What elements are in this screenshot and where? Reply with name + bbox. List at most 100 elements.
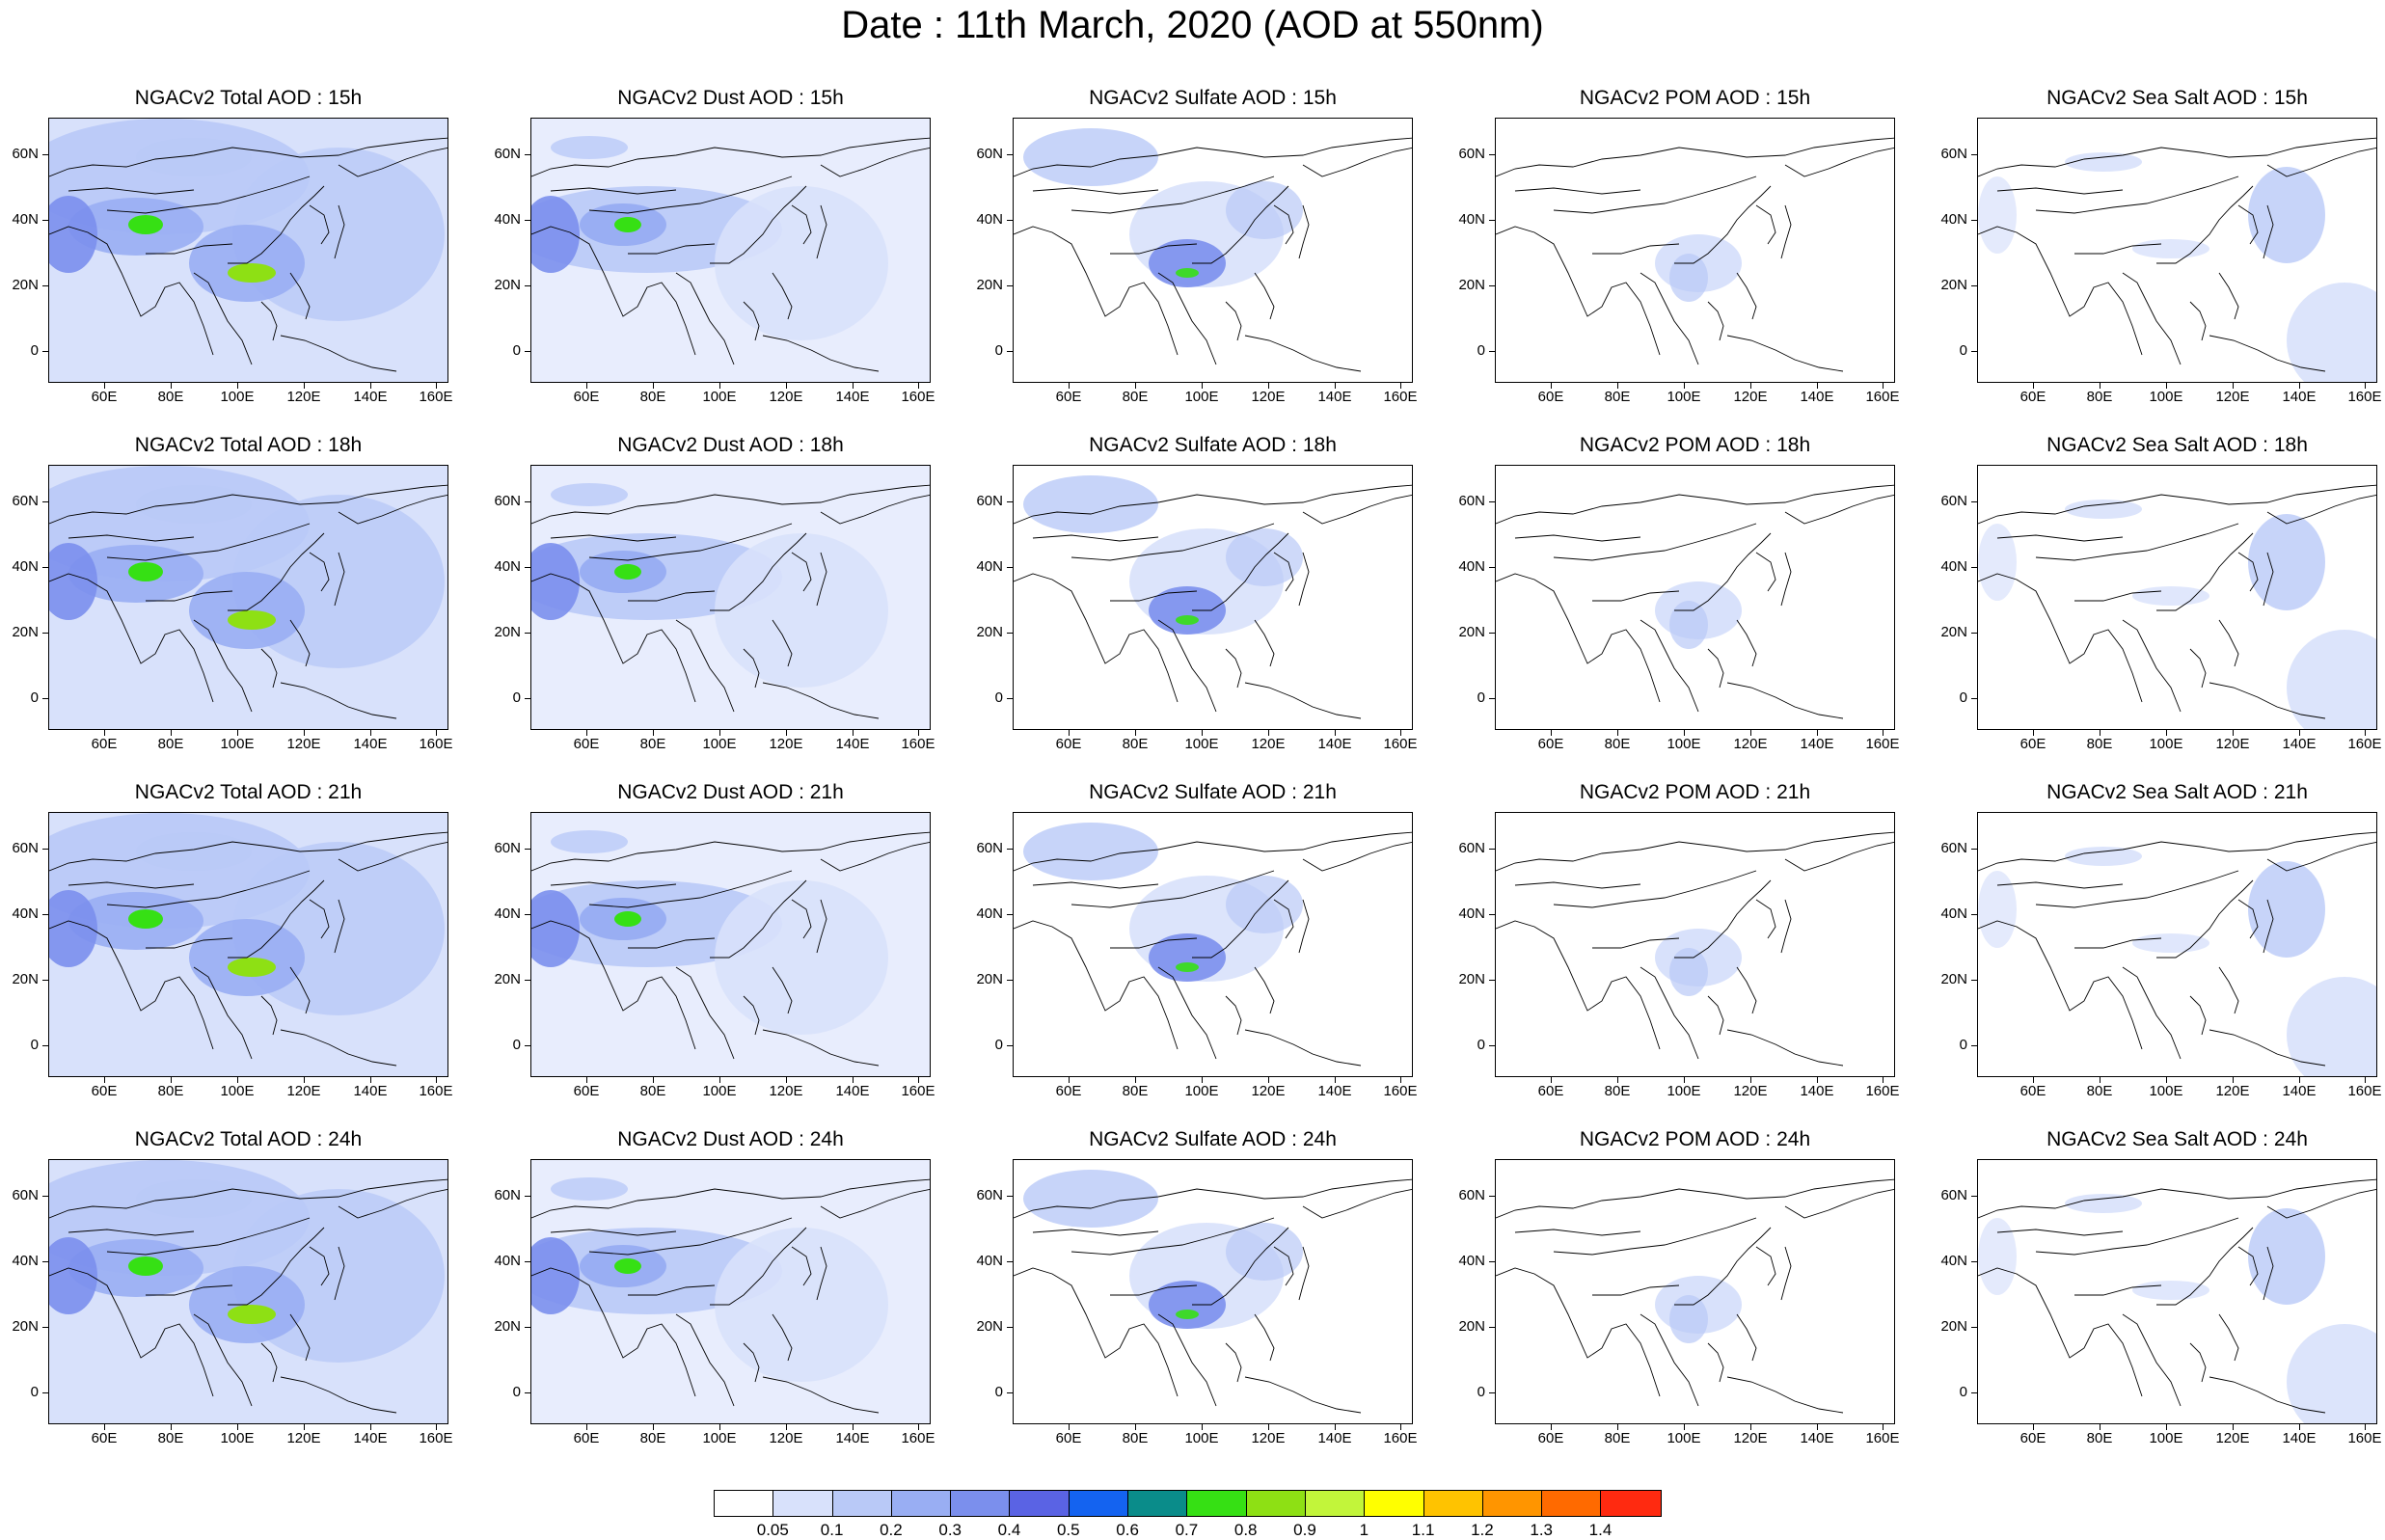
lon-tick <box>2365 1424 2366 1430</box>
lon-tick <box>1817 730 1818 736</box>
lon-tick-label: 160E <box>1383 389 1418 405</box>
lat-tick <box>42 914 48 915</box>
lat-tick-label: 40N <box>976 905 1003 922</box>
colorbar-label: 1.3 <box>1530 1521 1553 1539</box>
figure-title: Date : 11th March, 2020 (AOD at 550nm) <box>841 4 1544 46</box>
panel-title: NGACv2 Total AOD : 24h <box>134 1128 363 1150</box>
lat-tick <box>1007 154 1013 155</box>
lon-tick <box>1135 730 1136 736</box>
lat-tick <box>1007 914 1013 915</box>
colorbar-swatch <box>891 1491 952 1516</box>
lon-tick <box>304 383 305 389</box>
lat-tick-label: 60N <box>976 840 1003 856</box>
lat-tick-label: 40N <box>1458 905 1485 922</box>
lon-tick <box>1268 1077 1269 1083</box>
lat-tick-label: 20N <box>494 971 521 987</box>
lon-tick <box>237 1424 238 1430</box>
lon-tick-label: 100E <box>702 736 737 752</box>
lon-tick-label: 100E <box>1667 736 1701 752</box>
lon-tick-label: 160E <box>2347 1430 2382 1446</box>
lon-tick-label: 60E <box>91 389 118 405</box>
lon-tick <box>304 730 305 736</box>
map-panel: NGACv2 Sulfate AOD : 18h 60N 40N 20N 0 60E 80… <box>964 434 1447 757</box>
lon-tick-label: 140E <box>835 1083 870 1099</box>
lon-tick <box>586 1424 587 1430</box>
lat-tick <box>1971 154 1977 155</box>
lat-tick <box>1971 567 1977 568</box>
aod-field-map <box>49 1160 447 1423</box>
lon-tick-label: 100E <box>1184 1083 1219 1099</box>
colorbar-label: 1.4 <box>1588 1521 1613 1539</box>
lon-tick-label: 80E <box>1604 389 1631 405</box>
lat-tick <box>42 501 48 502</box>
lat-tick <box>42 1261 48 1262</box>
lon-tick <box>1817 1077 1818 1083</box>
lon-tick-label: 80E <box>1604 736 1631 752</box>
lon-tick <box>1202 383 1203 389</box>
lat-tick-label: 60N <box>494 1187 521 1203</box>
lon-tick <box>853 383 854 389</box>
map-panel: NGACv2 POM AOD : 21h 60N 40N 20N 0 60E 80E 100… <box>1447 781 1929 1104</box>
colorbar-label: 0.4 <box>997 1521 1021 1539</box>
colorbar-label: 1.2 <box>1471 1521 1494 1539</box>
lon-tick <box>1551 1077 1552 1083</box>
aod-field-map <box>1978 831 2376 1076</box>
lon-tick <box>436 1077 437 1083</box>
lat-tick-label: 0 <box>1959 689 1967 706</box>
lon-tick-label: 60E <box>2019 736 2046 752</box>
lon-tick-label: 100E <box>2149 1430 2183 1446</box>
map-area <box>1495 118 1895 383</box>
panel-title: NGACv2 Sulfate AOD : 15h <box>1089 87 1337 109</box>
lat-tick-label: 60N <box>1458 840 1485 856</box>
lat-tick <box>1007 1327 1013 1328</box>
map-area <box>530 1159 931 1424</box>
lon-tick-label: 100E <box>1184 736 1219 752</box>
lon-tick <box>1335 1424 1336 1430</box>
lat-tick <box>1971 1045 1977 1046</box>
lon-tick-label: 140E <box>835 389 870 405</box>
lon-tick <box>370 383 371 389</box>
lon-tick-label: 120E <box>1251 1083 1286 1099</box>
lon-tick <box>1069 383 1070 389</box>
lon-tick-label: 120E <box>1251 389 1286 405</box>
map-area <box>1013 812 1413 1077</box>
colorbar-label: 0.5 <box>1056 1521 1080 1539</box>
lat-tick-label: 40N <box>976 211 1003 228</box>
lat-tick <box>1007 1196 1013 1197</box>
lat-tick-label: 0 <box>994 689 1003 706</box>
lon-tick-label: 60E <box>573 389 600 405</box>
aod-field-map <box>49 466 447 729</box>
lon-tick-label: 140E <box>353 736 388 752</box>
lon-tick-label: 140E <box>2282 389 2317 405</box>
lon-tick <box>237 383 238 389</box>
panel-title: NGACv2 Sea Salt AOD : 21h <box>2046 781 2308 803</box>
lat-tick <box>42 1045 48 1046</box>
lon-tick-label: 160E <box>419 1083 453 1099</box>
lon-tick <box>1335 1077 1336 1083</box>
map-area <box>530 118 931 383</box>
lon-tick <box>719 1424 720 1430</box>
lon-tick-label: 120E <box>769 389 803 405</box>
colorbar-swatch <box>1128 1491 1188 1516</box>
lat-tick-label: 20N <box>976 277 1003 293</box>
lon-tick <box>171 383 172 389</box>
lat-tick <box>1971 501 1977 502</box>
lon-tick <box>853 1424 854 1430</box>
lat-tick <box>1007 501 1013 502</box>
lon-tick <box>1069 1424 1070 1430</box>
lon-tick-label: 60E <box>573 1083 600 1099</box>
lat-tick-label: 60N <box>1940 493 1967 509</box>
lat-tick <box>1489 567 1495 568</box>
lon-tick <box>1684 383 1685 389</box>
lon-tick-label: 160E <box>1383 1083 1418 1099</box>
map-area <box>1977 118 2377 383</box>
colorbar-swatch <box>1187 1491 1247 1516</box>
lon-tick <box>1684 1424 1685 1430</box>
map-panel: NGACv2 Sulfate AOD : 15h 60N 40N 20N 0 60E 80… <box>964 87 1447 410</box>
lon-tick <box>853 730 854 736</box>
lat-tick <box>42 154 48 155</box>
lon-tick <box>436 383 437 389</box>
lat-tick-label: 40N <box>494 1253 521 1269</box>
lat-tick <box>1007 698 1013 699</box>
map-area <box>1977 1159 2377 1424</box>
